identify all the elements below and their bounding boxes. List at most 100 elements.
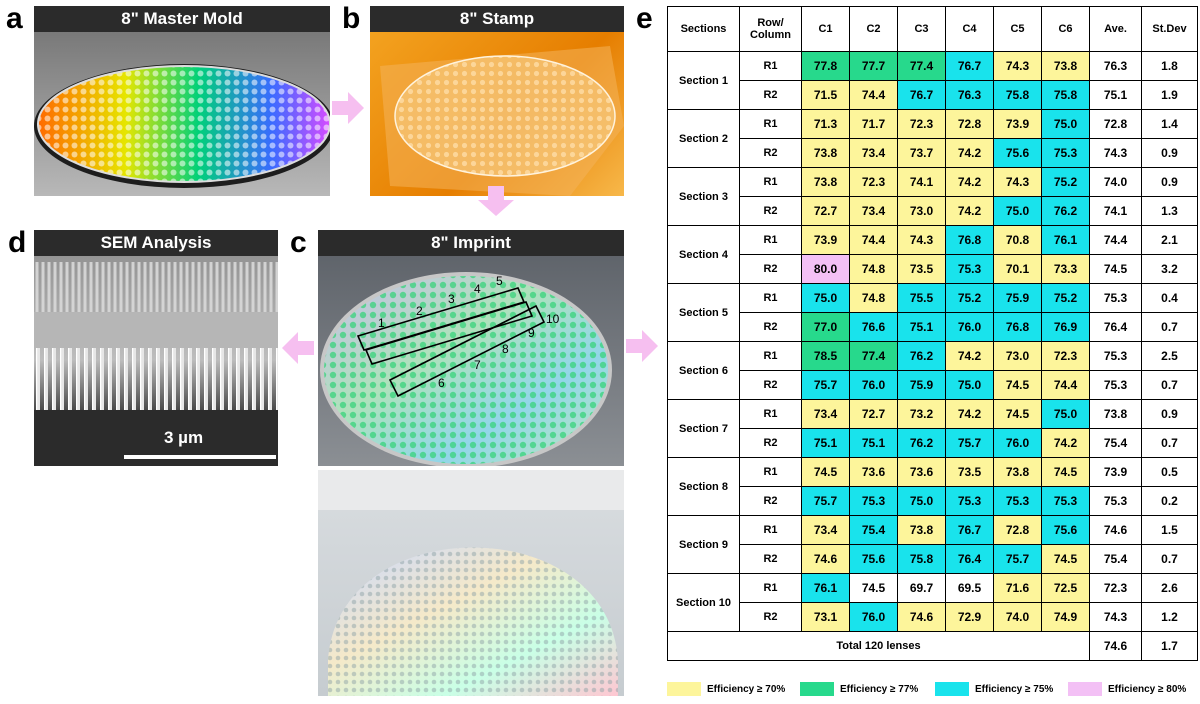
efficiency-cell-c5: 73.8 <box>993 457 1042 487</box>
row-average: 75.3 <box>1089 370 1142 400</box>
efficiency-cell-c2: 72.3 <box>849 167 898 197</box>
row-average: 76.4 <box>1089 312 1142 342</box>
imprint-row-label-7: 7 <box>474 358 481 372</box>
legend-item: Efficiency ≥ 75% <box>935 682 1053 698</box>
efficiency-cell-c4: 73.5 <box>945 457 994 487</box>
efficiency-cell-c3: 74.1 <box>897 167 946 197</box>
master-mold-title: 8" Master Mold <box>34 6 330 32</box>
efficiency-cell-c1: 75.0 <box>801 283 850 313</box>
table-row: Section 10 R1 76.1 74.5 69.7 69.5 71.6 72.5 72.3… <box>667 573 1198 632</box>
legend-item: Efficiency ≥ 80% <box>1068 682 1186 698</box>
efficiency-cell-c1: 72.7 <box>801 196 850 226</box>
efficiency-cell-c1: 74.5 <box>801 457 850 487</box>
legend-swatch <box>935 682 969 697</box>
row-label: R1 <box>739 167 802 197</box>
efficiency-cell-c2: 75.3 <box>849 486 898 516</box>
row-average: 75.3 <box>1089 283 1142 313</box>
efficiency-cell-c3: 75.0 <box>897 486 946 516</box>
efficiency-cell-c5: 71.6 <box>993 573 1042 603</box>
efficiency-cell-c5: 75.0 <box>993 196 1042 226</box>
efficiency-cell-c1: 73.9 <box>801 225 850 255</box>
efficiency-cell-c6: 72.3 <box>1041 341 1090 371</box>
header-sections: Sections <box>667 6 740 52</box>
row-label: R1 <box>739 573 802 603</box>
row-label: R2 <box>739 370 802 400</box>
header-c2: C2 <box>849 6 898 52</box>
row-stdev: 0.9 <box>1141 167 1198 197</box>
imprint-row-label-6: 6 <box>438 376 445 390</box>
imprint-title: 8" Imprint <box>318 230 624 256</box>
imprint-row-label-10: 10 <box>546 312 560 326</box>
sem-pillars-illustration <box>34 262 278 466</box>
table-row: R2 75.1 75.1 76.2 75.7 76.0 74.2 75.4 0.7 <box>668 428 1198 458</box>
table-row: R2 74.6 75.6 75.8 76.4 75.7 74.5 75.4 0.7 <box>668 544 1198 574</box>
row-average: 74.1 <box>1089 196 1142 226</box>
table-row: R2 75.7 76.0 75.9 75.0 74.5 74.4 75.3 0.7 <box>668 370 1198 400</box>
table-row: R2 75.7 75.3 75.0 75.3 75.3 75.3 75.3 0.2 <box>668 486 1198 516</box>
section-label: Section 7 <box>667 399 740 458</box>
table-row: Section 6 R1 78.5 77.4 76.2 74.2 73.0 72.3 75.3 2… <box>667 341 1198 400</box>
row-average: 74.3 <box>1089 138 1142 168</box>
section-label: Section 1 <box>667 51 740 110</box>
efficiency-cell-c3: 73.6 <box>897 457 946 487</box>
efficiency-cell-c6: 75.2 <box>1041 167 1090 197</box>
efficiency-cell-c4: 75.0 <box>945 370 994 400</box>
header-c1: C1 <box>801 6 850 52</box>
row-stdev: 2.5 <box>1141 341 1198 371</box>
legend-label: Efficiency ≥ 80% <box>1108 684 1187 695</box>
legend-label: Efficiency ≥ 77% <box>840 684 919 695</box>
row-average: 72.8 <box>1089 109 1142 139</box>
header-stdev: St.Dev <box>1141 6 1198 52</box>
row-label: R2 <box>739 428 802 458</box>
table-row: Section 7 R1 73.4 72.7 73.2 74.2 74.5 75.0 73.8 0… <box>667 399 1198 458</box>
efficiency-cell-c1: 71.3 <box>801 109 850 139</box>
row-average: 74.6 <box>1089 515 1142 545</box>
efficiency-cell-c1: 75.1 <box>801 428 850 458</box>
efficiency-cell-c4: 75.3 <box>945 254 994 284</box>
sem-title: SEM Analysis <box>34 230 278 256</box>
efficiency-cell-c1: 78.5 <box>801 341 850 371</box>
efficiency-cell-c6: 75.3 <box>1041 486 1090 516</box>
table-row: R2 73.8 73.4 73.7 74.2 75.6 75.3 74.3 0.9 <box>668 138 1198 168</box>
efficiency-cell-c6: 75.2 <box>1041 283 1090 313</box>
row-label: R2 <box>739 544 802 574</box>
row-label: R1 <box>739 225 802 255</box>
efficiency-cell-c2: 74.8 <box>849 254 898 284</box>
efficiency-cell-c5: 75.3 <box>993 486 1042 516</box>
row-average: 75.4 <box>1089 428 1142 458</box>
efficiency-cell-c4: 75.3 <box>945 486 994 516</box>
efficiency-cell-c2: 73.6 <box>849 457 898 487</box>
table-row: R2 80.0 74.8 73.5 75.3 70.1 73.3 74.5 3.2 <box>668 254 1198 284</box>
efficiency-cell-c3: 75.9 <box>897 370 946 400</box>
table-row: Section 3 R1 73.8 72.3 74.1 74.2 74.3 75.2 74.0 0… <box>667 167 1198 226</box>
efficiency-cell-c4: 69.5 <box>945 573 994 603</box>
row-average: 72.3 <box>1089 573 1142 603</box>
efficiency-cell-c6: 76.2 <box>1041 196 1090 226</box>
master-mold-wafer-illustration <box>34 64 330 188</box>
efficiency-cell-c1: 73.1 <box>801 602 850 632</box>
efficiency-cell-c5: 74.3 <box>993 51 1042 81</box>
efficiency-cell-c4: 76.0 <box>945 312 994 342</box>
legend-label: Efficiency ≥ 70% <box>707 684 786 695</box>
efficiency-cell-c6: 76.9 <box>1041 312 1090 342</box>
legend-swatch <box>667 682 701 697</box>
row-label: R1 <box>739 457 802 487</box>
efficiency-cell-c1: 73.8 <box>801 167 850 197</box>
efficiency-cell-c6: 75.3 <box>1041 138 1090 168</box>
imprint-row-label-2: 2 <box>416 304 423 318</box>
row-average: 74.4 <box>1089 225 1142 255</box>
efficiency-cell-c2: 75.4 <box>849 515 898 545</box>
efficiency-cell-c2: 74.4 <box>849 225 898 255</box>
section-label: Section 4 <box>667 225 740 284</box>
efficiency-cell-c4: 74.2 <box>945 399 994 429</box>
efficiency-cell-c2: 77.4 <box>849 341 898 371</box>
section-label: Section 3 <box>667 167 740 226</box>
efficiency-cell-c3: 76.7 <box>897 80 946 110</box>
section-label: Section 10 <box>667 573 740 632</box>
efficiency-cell-c2: 73.4 <box>849 196 898 226</box>
imprint-row-label-1: 1 <box>378 316 385 330</box>
row-label: R2 <box>739 486 802 516</box>
panel-letter-d: d <box>8 226 27 259</box>
efficiency-cell-c2: 76.6 <box>849 312 898 342</box>
panel-letter-c: c <box>290 226 307 259</box>
